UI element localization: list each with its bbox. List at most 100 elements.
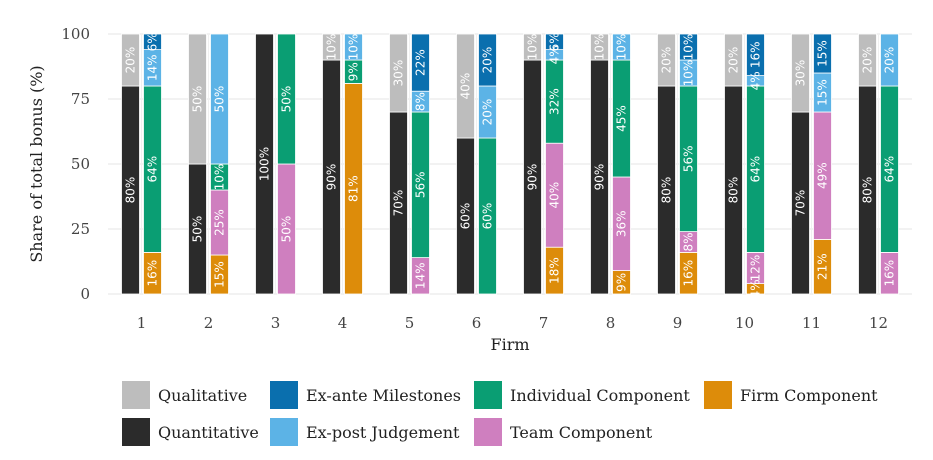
legend-label-team-component: Team Component bbox=[510, 423, 653, 442]
bar-data-label: 49% bbox=[816, 162, 830, 189]
bar-data-label: 60% bbox=[481, 203, 495, 230]
x-tick-label: 2 bbox=[204, 314, 214, 332]
x-tick-label: 10 bbox=[735, 314, 754, 332]
x-axis: 1 2 3 4 5 6 7 8 9 10 11 12 bbox=[137, 314, 888, 332]
bar-data-label: 50% bbox=[213, 86, 227, 113]
x-tick-label: 4 bbox=[338, 314, 348, 332]
bar-data-label: 90% bbox=[325, 164, 339, 191]
bar-data-label: 16% bbox=[146, 260, 160, 287]
x-axis-title: Firm bbox=[490, 335, 529, 354]
y-tick-label: 0 bbox=[80, 285, 90, 303]
legend-swatch-firm-component bbox=[704, 381, 732, 409]
bar-data-label: 80% bbox=[727, 177, 741, 204]
legend-label-individual-component: Individual Component bbox=[510, 386, 690, 405]
legend-swatch-quantitative bbox=[122, 418, 150, 446]
bar-data-label: 60% bbox=[459, 203, 473, 230]
bar-data-label: 16% bbox=[682, 260, 696, 287]
bar-segment-qualitative bbox=[791, 33, 810, 113]
bar-data-label: 15% bbox=[816, 79, 830, 106]
bar-data-label: 64% bbox=[146, 156, 160, 183]
x-tick-label: 5 bbox=[405, 314, 415, 332]
bar-data-label: 50% bbox=[191, 216, 205, 243]
y-tick-label: 100 bbox=[61, 25, 90, 43]
bar-data-label: 20% bbox=[481, 99, 495, 126]
bar-segment-qualitative bbox=[322, 33, 341, 61]
bar-data-label: 81% bbox=[347, 175, 361, 202]
bar-data-label: 10% bbox=[526, 34, 540, 61]
legend-label-quantitative: Quantitative bbox=[158, 423, 259, 442]
bar-data-label: 20% bbox=[660, 47, 674, 74]
bar-data-label: 4% bbox=[548, 45, 562, 64]
bar-data-label: 20% bbox=[883, 47, 897, 74]
x-tick-label: 3 bbox=[271, 314, 281, 332]
bar-data-label: 8% bbox=[414, 92, 428, 111]
bar-data-label: 50% bbox=[280, 86, 294, 113]
bar-data-label: 21% bbox=[816, 253, 830, 280]
bar-data-label: 10% bbox=[325, 34, 339, 61]
bar-data-label: 56% bbox=[414, 171, 428, 198]
legend-swatch-qualitative bbox=[122, 381, 150, 409]
bar-data-label: 10% bbox=[682, 60, 696, 87]
legend-swatch-ex-ante-milestones bbox=[270, 381, 298, 409]
bar-data-label: 70% bbox=[392, 190, 406, 217]
bar-segment-ex-post-judgement bbox=[880, 33, 899, 87]
bar-data-label: 8% bbox=[682, 232, 696, 251]
bar-segment-ex-ante-milestones bbox=[545, 33, 564, 51]
y-axis-title: Share of total bonus (%) bbox=[27, 65, 46, 262]
bar-data-label: 16% bbox=[883, 260, 897, 287]
bar-data-label: 14% bbox=[414, 262, 428, 289]
bar-segment-qualitative bbox=[188, 33, 207, 165]
bar-data-label: 40% bbox=[459, 73, 473, 100]
bar-segment-qualitative bbox=[724, 33, 743, 87]
bar-segment-qualitative bbox=[389, 33, 408, 113]
legend-label-qualitative: Qualitative bbox=[158, 386, 247, 405]
legend-label-ex-post-judgement: Ex-post Judgement bbox=[306, 423, 460, 442]
bar-data-label: 30% bbox=[794, 60, 808, 87]
x-tick-label: 11 bbox=[802, 314, 821, 332]
bar-data-label: 9% bbox=[615, 273, 629, 292]
y-tick-label: 50 bbox=[71, 155, 90, 173]
bar-segment-qualitative bbox=[121, 33, 140, 87]
y-tick-label: 25 bbox=[71, 220, 90, 238]
legend-label-firm-component: Firm Component bbox=[740, 386, 878, 405]
bar-data-label: 4% bbox=[749, 71, 763, 90]
bar-data-label: 50% bbox=[280, 216, 294, 243]
y-tick-label: 75 bbox=[71, 90, 90, 108]
bar-data-label: 40% bbox=[548, 182, 562, 209]
bar-data-label: 36% bbox=[615, 210, 629, 237]
legend-swatch-team-component bbox=[474, 418, 502, 446]
x-tick-label: 1 bbox=[137, 314, 147, 332]
y-axis: 0 25 50 75 100 bbox=[61, 25, 90, 303]
bar-segment-ex-ante-milestones bbox=[746, 33, 765, 76]
bar-data-label: 22% bbox=[414, 49, 428, 76]
bar-segment-qualitative bbox=[456, 33, 475, 139]
bar-data-label: 80% bbox=[124, 177, 138, 204]
bar-segment-qualitative bbox=[657, 33, 676, 87]
bar-segment-ex-ante-milestones bbox=[679, 33, 698, 61]
bar-data-label: 4% bbox=[749, 279, 763, 298]
bar-data-label: 10% bbox=[347, 34, 361, 61]
x-tick-label: 8 bbox=[606, 314, 616, 332]
bar-data-label: 18% bbox=[548, 257, 562, 284]
bar-data-label: 100% bbox=[258, 147, 272, 181]
bar-data-label: 15% bbox=[816, 40, 830, 67]
x-tick-label: 12 bbox=[869, 314, 888, 332]
bar-data-label: 10% bbox=[593, 34, 607, 61]
bar-data-label: 80% bbox=[660, 177, 674, 204]
bar-data-label: 90% bbox=[526, 164, 540, 191]
bar-data-label: 15% bbox=[213, 261, 227, 288]
bar-data-label: 80% bbox=[861, 177, 875, 204]
bar-data-label: 56% bbox=[682, 145, 696, 172]
bar-data-label: 6% bbox=[548, 32, 562, 51]
bar-data-label: 50% bbox=[191, 86, 205, 113]
bar-segment-qualitative bbox=[858, 33, 877, 87]
bar-data-label: 45% bbox=[615, 105, 629, 132]
x-tick-label: 7 bbox=[539, 314, 549, 332]
bar-data-label: 64% bbox=[749, 156, 763, 183]
x-tick-label: 6 bbox=[472, 314, 482, 332]
bar-data-label: 64% bbox=[883, 156, 897, 183]
legend-swatch-ex-post-judgement bbox=[270, 418, 298, 446]
bar-segment-ex-ante-milestones bbox=[411, 33, 430, 92]
bar-segment-individual-component bbox=[277, 33, 296, 165]
